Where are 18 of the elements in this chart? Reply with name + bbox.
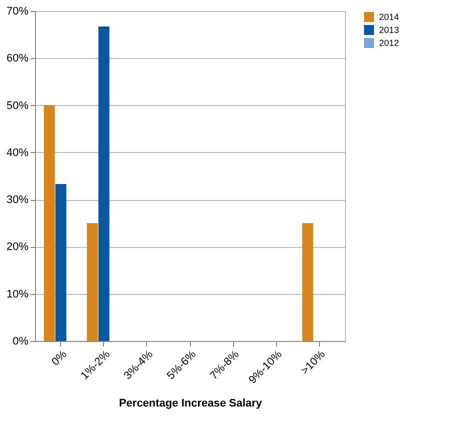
x-tick-label: 0% <box>50 348 70 368</box>
y-tick-label: 50% <box>6 100 29 112</box>
y-tick-label: 10% <box>6 288 29 300</box>
bar <box>86 223 98 341</box>
y-tick-label: 30% <box>6 194 29 206</box>
legend-label: 2012 <box>379 38 400 48</box>
bar <box>98 26 110 341</box>
legend-label: 2014 <box>379 12 400 22</box>
y-tick-label: 20% <box>6 241 29 254</box>
bar <box>44 105 55 341</box>
legend-label: 2013 <box>379 25 400 35</box>
y-tick-label: 0% <box>12 336 29 348</box>
y-tick-label: 60% <box>6 52 29 65</box>
y-tick-label: 40% <box>6 146 29 159</box>
x-axis-title: Percentage Increase Salary <box>118 398 263 410</box>
bar <box>55 184 66 341</box>
y-tick-label: 70% <box>6 6 29 18</box>
bar <box>302 223 314 341</box>
